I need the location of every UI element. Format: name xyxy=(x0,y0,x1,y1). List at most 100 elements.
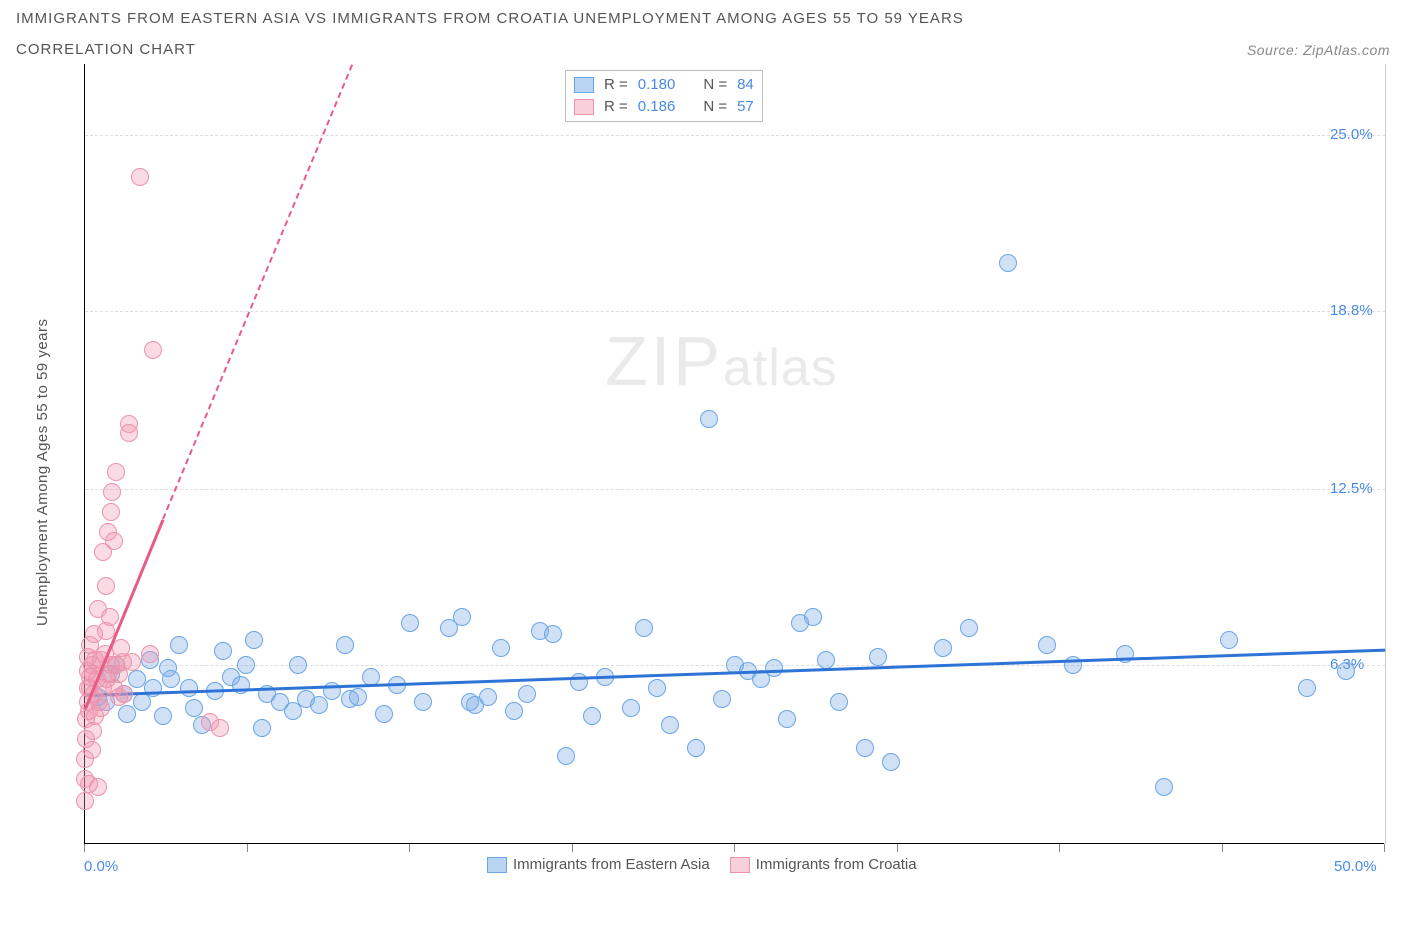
source-name: ZipAtlas.com xyxy=(1303,42,1390,58)
legend-series-item: Immigrants from Eastern Asia xyxy=(487,856,710,873)
y-axis-label: Unemployment Among Ages 55 to 59 years xyxy=(34,318,51,626)
y-tick-label: 25.0% xyxy=(1330,126,1373,143)
legend-r-label: R = xyxy=(604,96,628,118)
legend-swatch xyxy=(574,99,594,115)
data-point-eastern_asia xyxy=(118,705,136,723)
x-tick-label: 50.0% xyxy=(1334,858,1377,875)
data-point-eastern_asia xyxy=(1337,662,1355,680)
legend-r-value: 0.186 xyxy=(638,96,676,118)
grid-line-h xyxy=(85,135,1385,136)
data-point-eastern_asia xyxy=(856,739,874,757)
data-point-eastern_asia xyxy=(882,753,900,771)
data-point-eastern_asia xyxy=(505,702,523,720)
data-point-croatia xyxy=(101,608,119,626)
x-tick xyxy=(734,844,735,852)
data-point-eastern_asia xyxy=(349,688,367,706)
data-point-eastern_asia xyxy=(934,639,952,657)
data-point-eastern_asia xyxy=(414,693,432,711)
data-point-croatia xyxy=(92,699,110,717)
data-point-croatia xyxy=(144,341,162,359)
data-point-croatia xyxy=(141,645,159,663)
data-point-eastern_asia xyxy=(817,651,835,669)
legend-series-item: Immigrants from Croatia xyxy=(730,856,917,873)
data-point-eastern_asia xyxy=(713,690,731,708)
data-point-croatia xyxy=(89,778,107,796)
legend-stats-row: R =0.180N =84 xyxy=(574,74,754,96)
data-point-eastern_asia xyxy=(661,716,679,734)
legend-n-value: 84 xyxy=(737,74,754,96)
x-tick xyxy=(572,844,573,852)
data-point-eastern_asia xyxy=(170,636,188,654)
data-point-eastern_asia xyxy=(232,676,250,694)
source-attribution: Source: ZipAtlas.com xyxy=(1247,42,1390,58)
data-point-eastern_asia xyxy=(804,608,822,626)
source-label-prefix: Source: xyxy=(1247,42,1303,58)
data-point-eastern_asia xyxy=(700,410,718,428)
x-tick xyxy=(1384,844,1385,852)
data-point-croatia xyxy=(105,532,123,550)
data-point-croatia xyxy=(103,483,121,501)
data-point-eastern_asia xyxy=(479,688,497,706)
data-point-eastern_asia xyxy=(622,699,640,717)
data-point-eastern_asia xyxy=(518,685,536,703)
grid-line-h xyxy=(85,489,1385,490)
legend-stats-box: R =0.180N =84R =0.186N =57 xyxy=(565,70,763,122)
data-point-croatia xyxy=(97,577,115,595)
data-point-eastern_asia xyxy=(162,670,180,688)
data-point-eastern_asia xyxy=(185,699,203,717)
data-point-eastern_asia xyxy=(154,707,172,725)
data-point-eastern_asia xyxy=(544,625,562,643)
data-point-eastern_asia xyxy=(869,648,887,666)
data-point-eastern_asia xyxy=(635,619,653,637)
data-point-croatia xyxy=(120,415,138,433)
grid-line-h xyxy=(85,311,1385,312)
x-tick xyxy=(1222,844,1223,852)
data-point-eastern_asia xyxy=(180,679,198,697)
legend-series-label: Immigrants from Eastern Asia xyxy=(513,856,710,873)
data-point-croatia xyxy=(83,741,101,759)
chart-title-line-1: IMMIGRANTS FROM EASTERN ASIA VS IMMIGRAN… xyxy=(16,10,1390,27)
legend-r-value: 0.180 xyxy=(638,74,676,96)
data-point-eastern_asia xyxy=(253,719,271,737)
data-point-eastern_asia xyxy=(648,679,666,697)
legend-swatch xyxy=(574,77,594,93)
data-point-eastern_asia xyxy=(778,710,796,728)
data-point-croatia xyxy=(123,653,141,671)
legend-stats-row: R =0.186N =57 xyxy=(574,96,754,118)
data-point-eastern_asia xyxy=(492,639,510,657)
data-point-croatia xyxy=(115,685,133,703)
data-point-croatia xyxy=(76,792,94,810)
data-point-eastern_asia xyxy=(960,619,978,637)
data-point-eastern_asia xyxy=(214,642,232,660)
data-point-eastern_asia xyxy=(336,636,354,654)
plot-wrap: Unemployment Among Ages 55 to 59 years Z… xyxy=(16,64,1404,904)
data-point-eastern_asia xyxy=(453,608,471,626)
legend-series: Immigrants from Eastern Asia Immigrants f… xyxy=(487,856,917,873)
data-point-croatia xyxy=(211,719,229,737)
data-point-croatia xyxy=(131,168,149,186)
data-point-eastern_asia xyxy=(237,656,255,674)
legend-r-label: R = xyxy=(604,74,628,96)
data-point-croatia xyxy=(107,463,125,481)
data-point-eastern_asia xyxy=(245,631,263,649)
watermark-atlas: atlas xyxy=(723,339,838,397)
data-point-eastern_asia xyxy=(1298,679,1316,697)
data-point-eastern_asia xyxy=(583,707,601,725)
plot-right-border xyxy=(1385,64,1386,844)
data-point-eastern_asia xyxy=(557,747,575,765)
legend-swatch xyxy=(487,857,507,873)
x-tick xyxy=(409,844,410,852)
trend-line-dashed-croatia xyxy=(162,65,353,520)
legend-series-label: Immigrants from Croatia xyxy=(756,856,917,873)
data-point-eastern_asia xyxy=(375,705,393,723)
data-point-eastern_asia xyxy=(765,659,783,677)
x-tick-label: 0.0% xyxy=(84,858,118,875)
data-point-eastern_asia xyxy=(401,614,419,632)
data-point-eastern_asia xyxy=(830,693,848,711)
data-point-eastern_asia xyxy=(999,254,1017,272)
x-tick xyxy=(1059,844,1060,852)
watermark: ZIPatlas xyxy=(605,321,838,401)
data-point-eastern_asia xyxy=(1155,778,1173,796)
data-point-croatia xyxy=(102,503,120,521)
chart-title-line-2: CORRELATION CHART xyxy=(16,41,196,58)
